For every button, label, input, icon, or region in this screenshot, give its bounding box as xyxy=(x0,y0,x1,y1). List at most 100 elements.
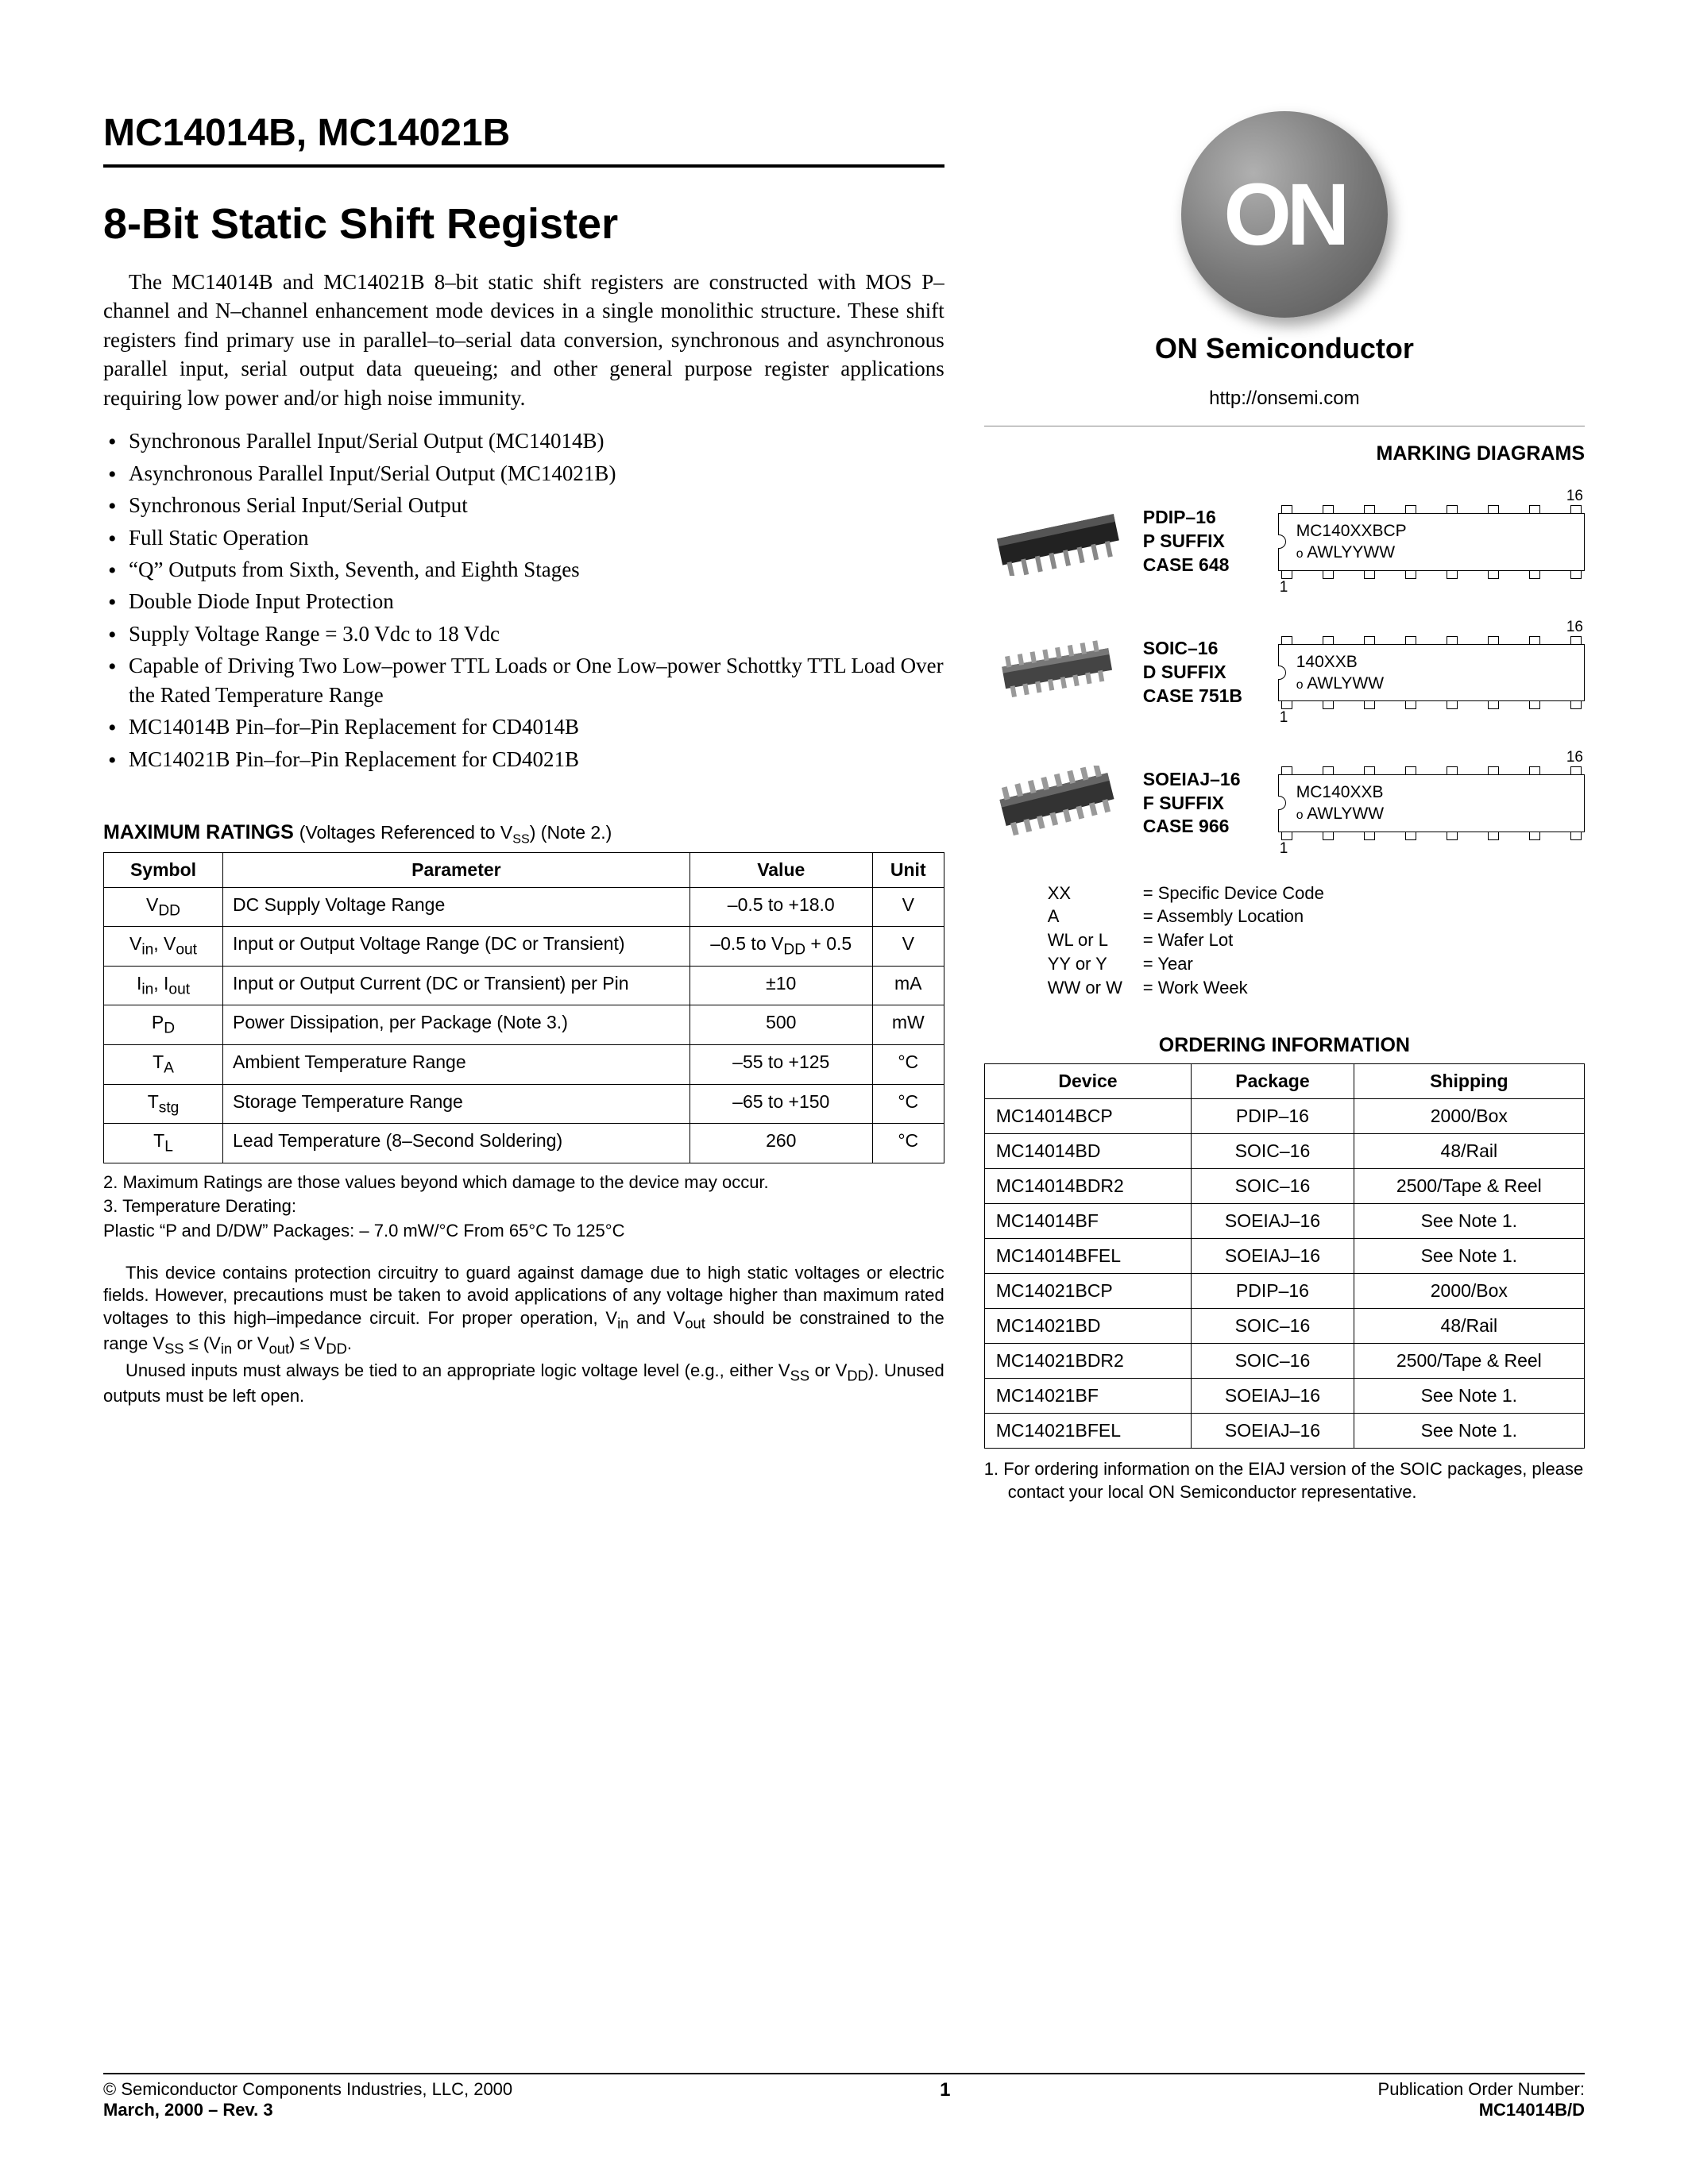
package-row: PDIP–16P SUFFIXCASE 64816MC140XXBCPo AWL… xyxy=(984,488,1585,596)
feature-item: Full Static Operation xyxy=(108,523,944,552)
ordering-package: SOEIAJ–16 xyxy=(1192,1379,1354,1414)
ordering-shipping: 48/Rail xyxy=(1354,1309,1584,1344)
features-list: Synchronous Parallel Input/Serial Output… xyxy=(103,426,944,774)
logo-circle: ON xyxy=(1181,111,1388,318)
ratings-subtitle-1: (Voltages Referenced to V xyxy=(299,822,513,843)
footer-copyright: © Semiconductor Components Industries, L… xyxy=(103,2079,512,2100)
ordering-shipping: See Note 1. xyxy=(1354,1204,1584,1239)
ordering-shipping: 2500/Tape & Reel xyxy=(1354,1169,1584,1204)
legend-row: WW or W= Work Week xyxy=(1048,976,1585,1000)
ordering-shipping: 48/Rail xyxy=(1354,1134,1584,1169)
ratings-value: –0.5 to VDD + 0.5 xyxy=(689,927,872,967)
package-row: SOIC–16D SUFFIXCASE 751B16140XXBo AWLYWW… xyxy=(984,619,1585,727)
feature-item: Double Diode Input Protection xyxy=(108,587,944,615)
ordering-device: MC14021BD xyxy=(984,1309,1191,1344)
ratings-unit: mW xyxy=(872,1005,944,1045)
ratings-row: TLLead Temperature (8–Second Soldering)2… xyxy=(104,1124,944,1163)
footer-page-number: 1 xyxy=(940,2079,950,2120)
warning-paragraph: Unused inputs must always be tied to an … xyxy=(103,1360,944,1408)
package-labels: SOIC–16D SUFFIXCASE 751B xyxy=(1143,637,1262,708)
page-title: 8-Bit Static Shift Register xyxy=(103,199,944,249)
ordering-row: MC14021BFSOEIAJ–16See Note 1. xyxy=(984,1379,1584,1414)
ordering-row: MC14021BFELSOEIAJ–16See Note 1. xyxy=(984,1414,1584,1449)
ordering-shipping: See Note 1. xyxy=(1354,1239,1584,1274)
ratings-parameter: Input or Output Voltage Range (DC or Tra… xyxy=(223,927,690,967)
ratings-table: SymbolParameterValueUnit VDDDC Supply Vo… xyxy=(103,852,944,1163)
soeiaj-icon xyxy=(984,766,1127,837)
ratings-symbol: Vin, Vout xyxy=(104,927,223,967)
ordering-row: MC14014BDR2SOIC–162500/Tape & Reel xyxy=(984,1169,1584,1204)
ratings-symbol: Iin, Iout xyxy=(104,966,223,1005)
marking-diagram: 16MC140XXBo AWLYWW1 xyxy=(1278,749,1585,858)
ordering-device: MC14021BCP xyxy=(984,1274,1191,1309)
ordering-device: MC14014BFEL xyxy=(984,1239,1191,1274)
marking-diagram: 16MC140XXBCPo AWLYYWW1 xyxy=(1278,488,1585,596)
company-url[interactable]: http://onsemi.com xyxy=(984,388,1585,410)
company-logo: ON ON Semiconductor http://onsemi.com xyxy=(984,111,1585,410)
ratings-value: ±10 xyxy=(689,966,872,1005)
footer-pub-label: Publication Order Number: xyxy=(1378,2079,1585,2100)
ratings-parameter: Storage Temperature Range xyxy=(223,1084,690,1124)
ordering-column-header: Device xyxy=(984,1064,1191,1099)
ratings-column-header: Value xyxy=(689,852,872,887)
ratings-parameter: Lead Temperature (8–Second Soldering) xyxy=(223,1124,690,1163)
ordering-package: SOIC–16 xyxy=(1192,1134,1354,1169)
ordering-shipping: 2500/Tape & Reel xyxy=(1354,1344,1584,1379)
ordering-row: MC14014BCPPDIP–162000/Box xyxy=(984,1099,1584,1134)
ordering-device: MC14014BDR2 xyxy=(984,1169,1191,1204)
ratings-parameter: Power Dissipation, per Package (Note 3.) xyxy=(223,1005,690,1045)
footer-pub-number: MC14014B/D xyxy=(1378,2100,1585,2120)
ordering-row: MC14014BDSOIC–1648/Rail xyxy=(984,1134,1584,1169)
ratings-column-header: Unit xyxy=(872,852,944,887)
ordering-device: MC14014BCP xyxy=(984,1099,1191,1134)
marking-diagram: 16140XXBo AWLYWW1 xyxy=(1278,619,1585,727)
ratings-title: MAXIMUM RATINGS xyxy=(103,821,294,843)
ordering-package: PDIP–16 xyxy=(1192,1099,1354,1134)
feature-item: Supply Voltage Range = 3.0 Vdc to 18 Vdc xyxy=(108,619,944,648)
ordering-row: MC14021BCPPDIP–162000/Box xyxy=(984,1274,1584,1309)
ordering-shipping: See Note 1. xyxy=(1354,1379,1584,1414)
soic-icon xyxy=(984,639,1127,702)
part-numbers: MC14014B, MC14021B xyxy=(103,111,944,155)
heading-rule xyxy=(103,164,944,168)
ordering-device: MC14021BF xyxy=(984,1379,1191,1414)
ordering-title: ORDERING INFORMATION xyxy=(984,1034,1585,1057)
ratings-row: PDPower Dissipation, per Package (Note 3… xyxy=(104,1005,944,1045)
footer-date-rev: March, 2000 – Rev. 3 xyxy=(103,2100,512,2120)
footnote-item: 2. Maximum Ratings are those values beyo… xyxy=(103,1171,944,1194)
ratings-unit: °C xyxy=(872,1124,944,1163)
footnote-item: 3. Temperature Derating: xyxy=(103,1195,944,1218)
ratings-row: VDDDC Supply Voltage Range–0.5 to +18.0V xyxy=(104,887,944,927)
feature-item: “Q” Outputs from Sixth, Seventh, and Eig… xyxy=(108,555,944,584)
page-footer: © Semiconductor Components Industries, L… xyxy=(103,2073,1585,2120)
ratings-value: –0.5 to +18.0 xyxy=(689,887,872,927)
ratings-footnotes: 2. Maximum Ratings are those values beyo… xyxy=(103,1171,944,1243)
ratings-parameter: Ambient Temperature Range xyxy=(223,1044,690,1084)
ordering-note: 1. For ordering information on the EIAJ … xyxy=(984,1458,1585,1503)
ratings-symbol: TA xyxy=(104,1044,223,1084)
ordering-shipping: 2000/Box xyxy=(1354,1274,1584,1309)
ratings-heading: MAXIMUM RATINGS (Voltages Referenced to … xyxy=(103,821,944,847)
legend-row: A= Assembly Location xyxy=(1048,905,1585,928)
feature-item: Capable of Driving Two Low–power TTL Loa… xyxy=(108,651,944,709)
ordering-row: MC14021BDR2SOIC–162500/Tape & Reel xyxy=(984,1344,1584,1379)
ordering-column-header: Shipping xyxy=(1354,1064,1584,1099)
package-labels: PDIP–16P SUFFIXCASE 648 xyxy=(1143,506,1262,577)
ratings-symbol: PD xyxy=(104,1005,223,1045)
ordering-package: SOIC–16 xyxy=(1192,1169,1354,1204)
package-row: SOEIAJ–16F SUFFIXCASE 96616MC140XXBo AWL… xyxy=(984,749,1585,858)
ordering-device: MC14021BDR2 xyxy=(984,1344,1191,1379)
ratings-symbol: VDD xyxy=(104,887,223,927)
ordering-column-header: Package xyxy=(1192,1064,1354,1099)
ratings-row: Vin, VoutInput or Output Voltage Range (… xyxy=(104,927,944,967)
ratings-unit: V xyxy=(872,887,944,927)
feature-item: MC14021B Pin–for–Pin Replacement for CD4… xyxy=(108,745,944,774)
ratings-column-header: Symbol xyxy=(104,852,223,887)
ratings-subtitle-sub: SS xyxy=(512,832,529,847)
ratings-unit: V xyxy=(872,927,944,967)
ordering-package: SOEIAJ–16 xyxy=(1192,1204,1354,1239)
ratings-subtitle-2: ) (Note 2.) xyxy=(530,822,612,843)
legend-row: YY or Y= Year xyxy=(1048,952,1585,976)
ratings-value: 260 xyxy=(689,1124,872,1163)
intro-paragraph: The MC14014B and MC14021B 8–bit static s… xyxy=(103,268,944,412)
